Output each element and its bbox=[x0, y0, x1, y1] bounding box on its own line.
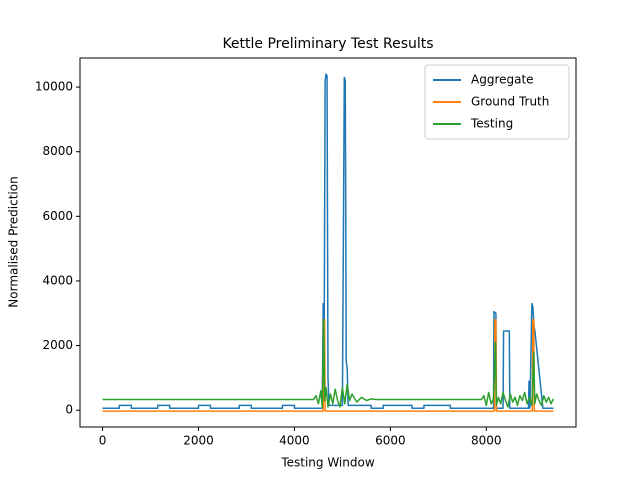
y-tick-label: 10000 bbox=[35, 80, 73, 94]
line bbox=[102, 318, 555, 408]
line bbox=[102, 73, 554, 410]
plot-frame bbox=[79, 57, 577, 428]
y-tick-label: 0 bbox=[65, 403, 73, 417]
legend-label: Aggregate bbox=[471, 73, 534, 87]
legend-label: Testing bbox=[470, 117, 513, 131]
x-tick-label: 6000 bbox=[375, 434, 406, 448]
y-tick-label: 4000 bbox=[42, 273, 73, 287]
y-tick-label: 6000 bbox=[42, 209, 73, 223]
x-tick-label: 0 bbox=[99, 434, 107, 448]
y-axis-label: Normalised Prediction bbox=[7, 176, 21, 307]
x-axis-label: Testing Window bbox=[280, 456, 375, 470]
x-tick-label: 8000 bbox=[471, 434, 502, 448]
x-tick-label: 2000 bbox=[183, 434, 214, 448]
legend-label: Ground Truth bbox=[471, 95, 549, 109]
y-tick-label: 2000 bbox=[42, 338, 73, 352]
chart-title: Kettle Preliminary Test Results bbox=[222, 36, 433, 52]
x-tick-label: 4000 bbox=[279, 434, 310, 448]
y-tick-label: 8000 bbox=[42, 144, 73, 158]
legend-box bbox=[424, 64, 570, 140]
